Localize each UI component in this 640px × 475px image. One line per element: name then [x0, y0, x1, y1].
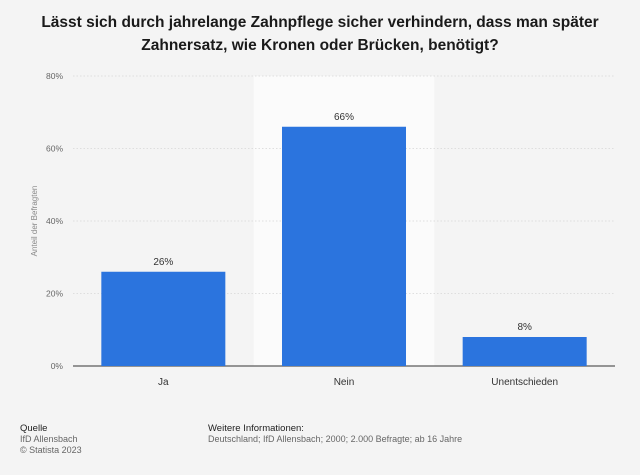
- y-tick-label: 20%: [46, 289, 63, 299]
- source-heading: Quelle: [20, 423, 48, 434]
- y-tick-label: 40%: [46, 216, 63, 226]
- y-tick-labels: 0% 20% 40% 60% 80%: [46, 71, 63, 371]
- info-block: Weitere Informationen: Deutschland; IfD …: [208, 423, 462, 445]
- y-axis-label: Anteil der Befragten: [30, 186, 39, 257]
- bars: [101, 126, 587, 366]
- bar-ja: [101, 271, 226, 366]
- y-tick-label: 0%: [51, 361, 64, 371]
- value-label: 66%: [334, 112, 354, 123]
- copyright-line: © Statista 2023: [20, 445, 82, 455]
- x-tick-label: Nein: [334, 377, 355, 388]
- x-tick-labels: Ja Nein Unentschieden: [158, 377, 558, 388]
- value-labels: 26% 66% 8%: [153, 112, 532, 333]
- bar-unentschieden: [462, 337, 587, 366]
- bar-nein: [282, 126, 406, 366]
- value-label: 8%: [517, 322, 532, 333]
- y-tick-label: 60%: [46, 144, 63, 154]
- info-text: Deutschland; IfD Allensbach; 2000; 2.000…: [208, 434, 463, 444]
- y-tick-label: 80%: [46, 71, 63, 81]
- source-line: IfD Allensbach: [20, 434, 78, 444]
- x-tick-label: Ja: [158, 377, 169, 388]
- source-block: Quelle IfD Allensbach © Statista 2023: [20, 423, 82, 456]
- info-heading: Weitere Informationen:: [208, 423, 304, 434]
- value-label: 26%: [153, 257, 173, 268]
- x-tick-label: Unentschieden: [491, 377, 558, 388]
- chart-title: Lässt sich durch jahrelange Zahnpflege s…: [41, 14, 599, 54]
